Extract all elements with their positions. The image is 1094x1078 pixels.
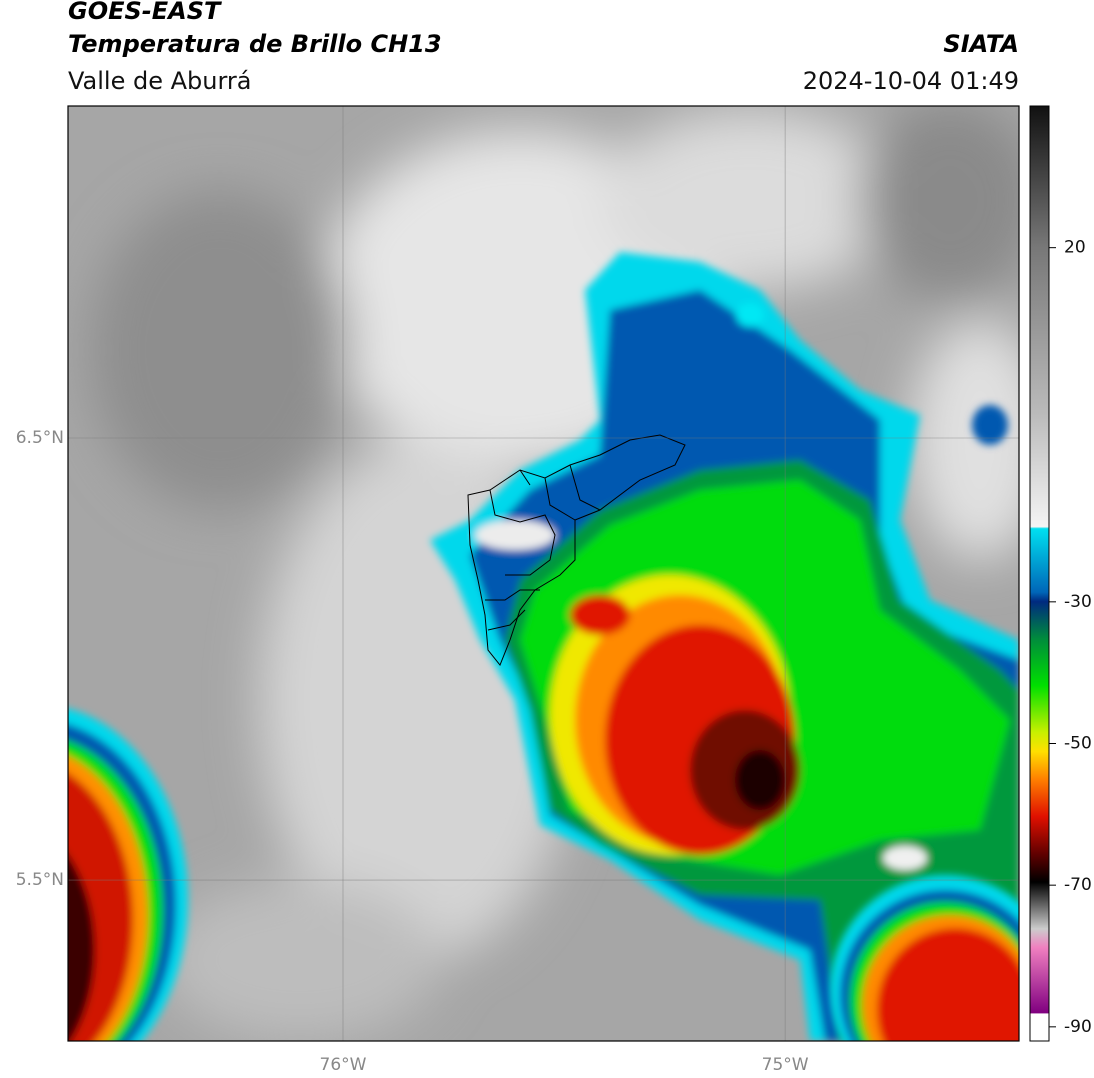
red-zone — [877, 928, 1019, 1041]
y-tick-label: 5.5°N — [16, 870, 64, 890]
border — [485, 589, 540, 631]
map-frame — [67, 105, 1020, 1042]
dark-area — [860, 106, 1019, 300]
colorbar-tick-label: -50 — [1064, 734, 1092, 754]
dark-red-zone — [68, 855, 95, 1041]
x-tick-label: 75°W — [762, 1055, 809, 1075]
colorbar-tick-label: 20 — [1064, 238, 1086, 258]
border — [519, 464, 601, 521]
bright-area — [600, 110, 900, 290]
clear-spot — [475, 520, 555, 550]
satellite-image — [68, 106, 1019, 1041]
storm-southwest — [68, 708, 188, 1041]
colorbar — [1029, 105, 1050, 1042]
storm-southeast — [830, 875, 1019, 1041]
source: SIATA — [943, 30, 1019, 58]
colorbar-tick-label: -30 — [1064, 592, 1092, 612]
graticule — [68, 106, 1019, 1041]
x-tick-label: 76°W — [320, 1055, 367, 1075]
red-zone — [570, 595, 630, 635]
core — [735, 750, 785, 810]
border — [489, 489, 556, 576]
bright-area — [160, 880, 440, 1040]
bright-area — [910, 320, 1019, 560]
dark-area — [90, 190, 350, 510]
municipal-borders — [467, 434, 686, 666]
cyan-zone — [736, 303, 764, 327]
border — [467, 434, 686, 666]
title: GOES-EAST — [68, 0, 222, 25]
colorbar-tick-label: -70 — [1064, 875, 1092, 895]
region: Valle de Aburrá — [68, 67, 252, 95]
datetime: 2024-10-04 01:49 — [803, 67, 1019, 95]
subtitle: Temperatura de Brillo CH13 — [68, 30, 442, 58]
clear-spot — [883, 846, 927, 870]
y-tick-label: 6.5°N — [16, 428, 64, 448]
colorbar-tick-label: -90 — [1064, 1017, 1092, 1037]
blue-zone — [972, 405, 1008, 445]
